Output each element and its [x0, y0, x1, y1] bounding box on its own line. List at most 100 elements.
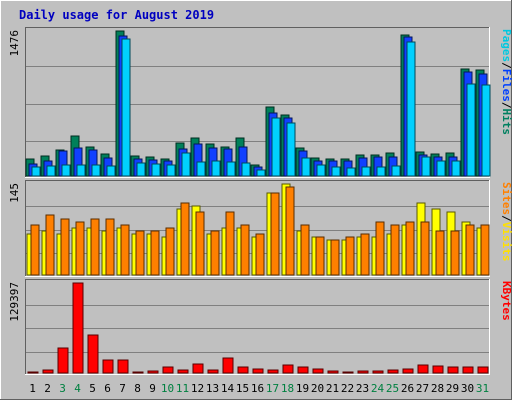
x-tick-label: 22 — [341, 382, 354, 395]
bar-kbytes — [297, 366, 309, 374]
bar-sites — [60, 218, 70, 276]
bar-sites — [450, 230, 460, 276]
x-tick-label: 9 — [149, 382, 156, 395]
bar-pages — [376, 166, 386, 177]
bar-sites — [480, 224, 490, 276]
x-tick-label: 30 — [461, 382, 474, 395]
bar-pages — [106, 165, 116, 177]
x-tick-label: 14 — [221, 382, 235, 395]
bar-kbytes — [252, 368, 264, 374]
bar-kbytes — [192, 363, 204, 374]
bar-pages — [61, 164, 71, 177]
x-tick-label: 10 — [161, 382, 174, 395]
bar-pages — [346, 167, 356, 177]
x-tick-label: 21 — [326, 382, 339, 395]
legend-top: Pages/Files/Hits — [500, 29, 512, 135]
bar-kbytes — [132, 371, 144, 374]
bar-kbytes — [87, 334, 99, 374]
bar-sites — [390, 224, 400, 276]
bar-sites — [195, 211, 205, 276]
bar-pages — [91, 164, 101, 177]
legend-entry: / — [500, 102, 512, 109]
bar-sites — [45, 214, 55, 276]
bar-sites — [420, 221, 430, 276]
bar-kbytes — [312, 368, 324, 374]
legend-entry: / — [500, 62, 512, 69]
bar-sites — [105, 218, 115, 276]
bar-sites — [360, 233, 370, 276]
x-tick-label: 2 — [44, 382, 51, 395]
bar-kbytes — [237, 366, 249, 374]
bar-kbytes — [417, 364, 429, 374]
bar-pages — [211, 160, 221, 177]
bar-sites — [135, 230, 145, 276]
bar-sites — [285, 186, 295, 276]
bar-sites — [375, 221, 385, 276]
bar-pages — [421, 156, 431, 177]
bar-kbytes — [222, 357, 234, 374]
x-tick-label: 5 — [89, 382, 96, 395]
bar-kbytes — [432, 365, 444, 374]
bar-pages — [196, 161, 206, 177]
bar-sites — [270, 192, 280, 276]
bar-kbytes — [207, 369, 219, 374]
bar-pages — [31, 166, 41, 177]
bar-sites — [435, 230, 445, 276]
y-max-label: 145 — [8, 183, 21, 203]
bar-pages — [331, 166, 341, 177]
panel-bg — [25, 279, 490, 375]
bar-sites — [90, 218, 100, 276]
bar-pages — [406, 41, 416, 177]
legend-entry: Files — [500, 69, 512, 102]
bar-sites — [345, 236, 355, 276]
y-max-label: 1476 — [8, 30, 21, 57]
legend-entry: KBytes — [500, 281, 512, 321]
bar-kbytes — [162, 366, 174, 374]
legend-entry: Visits — [500, 222, 512, 262]
chart-title: Daily usage for August 2019 — [19, 8, 214, 22]
x-tick-label: 17 — [266, 382, 279, 395]
bar-pages — [286, 122, 296, 177]
legend-entry: Hits — [500, 109, 512, 136]
bar-kbytes — [72, 282, 84, 374]
legend-mid: Sites/Visits — [500, 182, 512, 262]
bar-pages — [391, 165, 401, 177]
bar-kbytes — [117, 359, 129, 374]
bar-pages — [271, 117, 281, 177]
x-tick-label: 28 — [431, 382, 444, 395]
x-tick-label: 3 — [59, 382, 66, 395]
legend-bot: KBytes — [500, 281, 512, 321]
bar-sites — [405, 221, 415, 276]
x-tick-label: 18 — [281, 382, 294, 395]
x-tick-label: 16 — [251, 382, 264, 395]
bar-pages — [46, 165, 56, 177]
bar-pages — [76, 164, 86, 177]
bar-kbytes — [102, 359, 114, 374]
bar-pages — [436, 160, 446, 177]
bar-pages — [136, 162, 146, 177]
bar-pages — [316, 164, 326, 177]
bar-sites — [300, 224, 310, 276]
panel-top: 1476 Pages/Files/Hits — [8, 27, 512, 178]
bar-kbytes — [147, 370, 159, 374]
x-tick-label: 1 — [29, 382, 36, 395]
bar-pages — [121, 38, 131, 177]
bar-pages — [451, 160, 461, 177]
bar-sites — [330, 239, 340, 276]
bar-kbytes — [327, 370, 339, 374]
bar-kbytes — [57, 347, 69, 374]
legend-entry: Pages — [500, 29, 512, 62]
bar-sites — [120, 224, 130, 276]
x-tick-label: 15 — [236, 382, 249, 395]
bar-sites — [465, 224, 475, 276]
panel-mid: 145 Sites/Visits — [8, 180, 512, 277]
x-tick-label: 20 — [311, 382, 324, 395]
x-tick-label: 8 — [134, 382, 141, 395]
bar-pages — [166, 164, 176, 177]
bar-sites — [165, 227, 175, 276]
bar-pages — [256, 169, 266, 177]
bar-sites — [150, 230, 160, 276]
bar-pages — [361, 166, 371, 177]
bar-pages — [241, 162, 251, 177]
